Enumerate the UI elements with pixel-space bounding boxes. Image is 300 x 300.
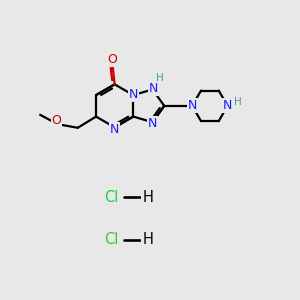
Text: N: N: [148, 117, 157, 130]
Text: O: O: [107, 53, 117, 66]
Text: H: H: [142, 232, 153, 247]
Text: H: H: [142, 190, 153, 205]
Text: H: H: [156, 73, 164, 83]
Text: H: H: [234, 97, 242, 107]
Text: N: N: [129, 88, 139, 101]
Text: Cl: Cl: [104, 232, 119, 247]
Text: N: N: [223, 99, 232, 112]
Text: O: O: [52, 114, 61, 127]
Text: N: N: [188, 99, 197, 112]
Text: Cl: Cl: [104, 190, 119, 205]
Text: N: N: [110, 123, 119, 136]
Text: N: N: [148, 82, 158, 95]
